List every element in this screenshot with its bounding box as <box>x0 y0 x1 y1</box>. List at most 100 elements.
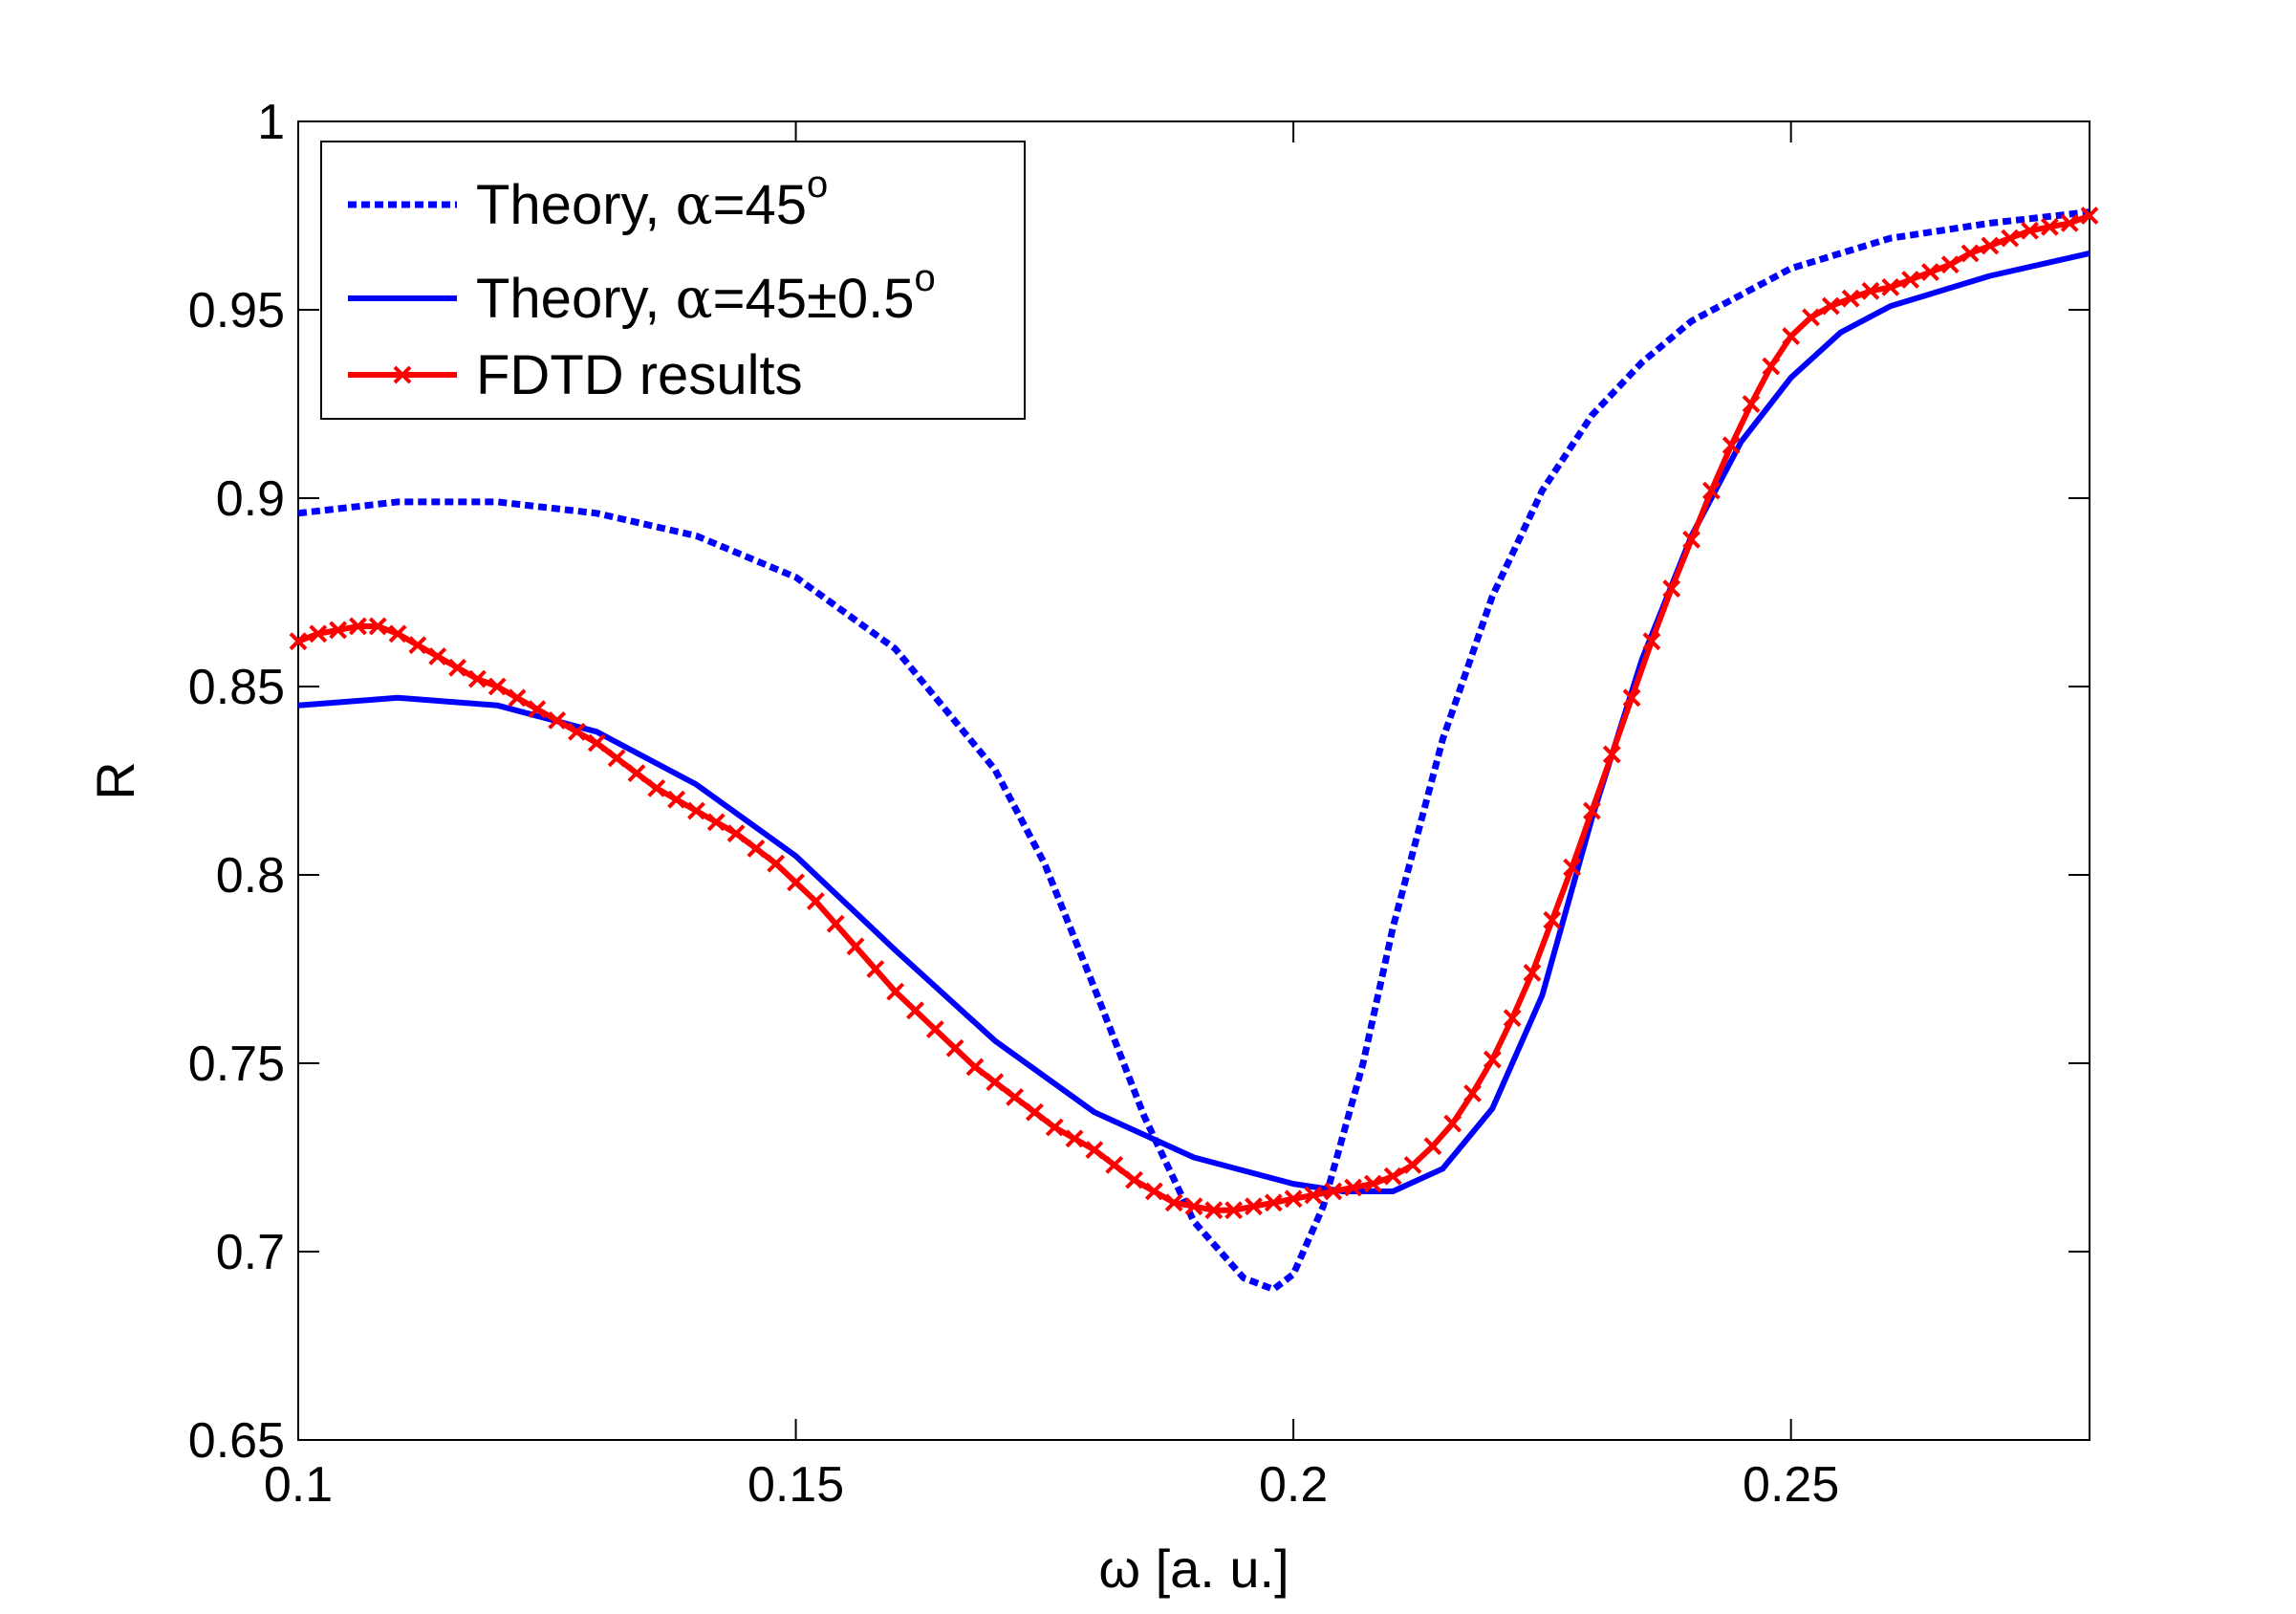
fdtd-point <box>1284 1189 1303 1209</box>
fdtd-point <box>1762 357 1781 376</box>
fdtd-point <box>647 778 666 797</box>
fdtd-point <box>2060 213 2079 232</box>
fdtd-point <box>1782 327 1801 345</box>
fdtd-point <box>747 840 766 858</box>
fdtd-point <box>1324 1182 1343 1201</box>
fdtd-point <box>1403 1155 1422 1174</box>
fdtd-point <box>448 658 466 677</box>
fdtd-point <box>1543 910 1562 929</box>
x-tick-label: 0.2 <box>1259 1457 1328 1513</box>
fdtd-point <box>1423 1137 1442 1156</box>
legend-label-value: =45±0.5 <box>713 268 915 330</box>
fdtd-point <box>706 813 726 832</box>
fdtd-point <box>548 711 567 730</box>
fdtd-point <box>1682 530 1700 549</box>
fdtd-point <box>826 914 845 933</box>
series-2-line <box>297 250 2090 1194</box>
fdtd-point <box>965 1058 985 1077</box>
fdtd-point <box>1245 1197 1263 1216</box>
fdtd-point <box>1821 296 1840 316</box>
fdtd-point <box>767 854 786 873</box>
fdtd-point <box>2021 221 2039 240</box>
fdtd-point <box>1861 281 1880 300</box>
legend-label-text: Theory, <box>476 268 675 330</box>
fdtd-point <box>687 801 705 820</box>
fdtd-point <box>1344 1178 1362 1197</box>
fdtd-point <box>368 617 387 636</box>
fdtd-point <box>1006 1088 1025 1106</box>
legend-label: Theory, α=45o <box>476 164 828 237</box>
fdtd-point <box>1363 1174 1382 1193</box>
fdtd-point <box>388 624 407 643</box>
fdtd-point <box>806 892 825 910</box>
fdtd-point <box>1463 1084 1482 1102</box>
fdtd-point <box>1563 858 1582 877</box>
legend-label: Theory, α=45±0.5o <box>476 257 936 331</box>
fdtd-point <box>1304 1186 1323 1205</box>
fdtd-point <box>925 1020 944 1038</box>
fdtd-point <box>289 632 308 651</box>
legend-item-3: FDTD results <box>348 344 803 406</box>
y-tick-label: 0.65 <box>188 1413 285 1469</box>
x-axis: 0.1 0.15 0.2 0.25 <box>264 121 1839 1513</box>
legend-item-2: Theory, α=45±0.5o <box>348 257 936 331</box>
fdtd-point <box>587 733 606 752</box>
fdtd-point <box>1622 688 1641 708</box>
fdtd-point <box>1026 1102 1044 1122</box>
fdtd-point <box>667 790 686 809</box>
legend-label-degree: o <box>807 164 828 206</box>
fdtd-point <box>846 937 865 956</box>
y-axis: 0.65 0.7 0.75 0.8 0.85 0.9 0.95 1 <box>188 95 2090 1469</box>
y-tick-label: 1 <box>257 95 285 150</box>
fdtd-point <box>1443 1114 1462 1133</box>
fdtd-point <box>1940 255 1960 274</box>
series-2 <box>297 250 2090 1194</box>
legend-label-text: FDTD results <box>476 344 803 406</box>
fdtd-point <box>1483 1050 1502 1069</box>
fdtd-point <box>1921 263 1939 282</box>
series-1-line <box>297 208 2090 1293</box>
fdtd-point <box>787 873 805 892</box>
fdtd-point <box>1105 1155 1124 1174</box>
legend-label-greek: α <box>675 266 712 331</box>
fdtd-point <box>1981 236 2000 255</box>
fdtd-point <box>1383 1167 1402 1186</box>
legend-item-1: Theory, α=45o <box>348 164 828 237</box>
fdtd-point <box>1960 244 1980 263</box>
fdtd-point <box>1085 1141 1104 1160</box>
fdtd-point <box>528 700 547 719</box>
fdtd-point <box>2001 229 2020 248</box>
fdtd-point <box>2080 207 2099 225</box>
fdtd-point <box>467 669 487 688</box>
fdtd-point <box>1184 1197 1203 1216</box>
fdtd-point <box>1144 1182 1163 1201</box>
fdtd-point <box>1642 632 1661 651</box>
y-tick-label: 0.85 <box>188 660 285 715</box>
fdtd-point <box>349 617 367 636</box>
fdtd-point <box>1742 395 1761 413</box>
series-1 <box>297 208 2090 1293</box>
fdtd-point <box>1841 289 1860 308</box>
fdtd-point <box>329 621 348 640</box>
legend-label-greek: α <box>675 172 712 237</box>
legend-label-text: Theory, <box>476 174 675 236</box>
fdtd-point <box>487 677 507 696</box>
legend-marker <box>393 365 412 384</box>
y-tick-label: 0.8 <box>216 848 285 904</box>
fdtd-point <box>1065 1129 1084 1148</box>
series-layer <box>289 207 2099 1293</box>
fdtd-point <box>428 647 447 665</box>
fdtd-point <box>1662 579 1681 598</box>
y-tick-label: 0.75 <box>188 1036 285 1092</box>
fdtd-point <box>508 688 527 708</box>
fdtd-point <box>607 749 626 768</box>
fdtd-point <box>945 1038 964 1058</box>
fdtd-point <box>1583 801 1601 820</box>
legend-label: FDTD results <box>476 344 803 406</box>
fdtd-point <box>866 960 885 978</box>
y-tick-label: 0.7 <box>216 1225 285 1280</box>
fdtd-point <box>627 764 646 783</box>
fdtd-point <box>1164 1193 1183 1212</box>
